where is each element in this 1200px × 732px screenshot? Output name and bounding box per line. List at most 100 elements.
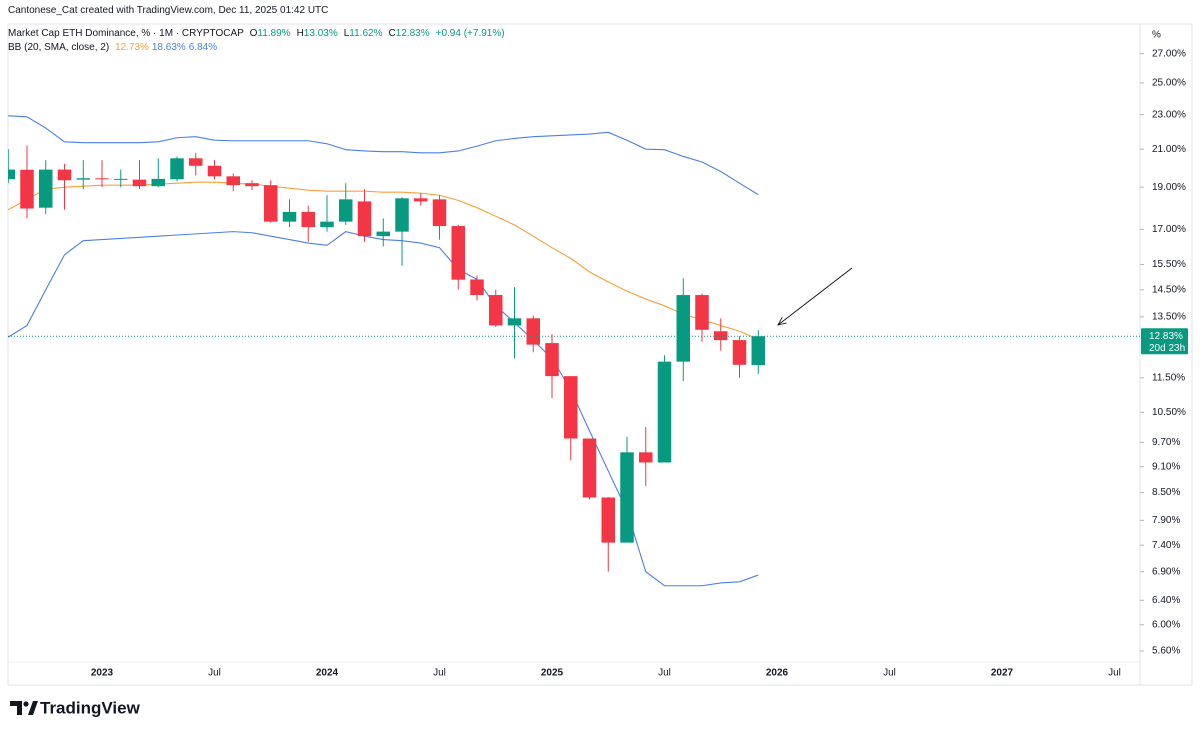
candle-body	[132, 179, 147, 187]
candle-body	[601, 497, 615, 543]
candle-body	[264, 185, 278, 222]
candle-body	[320, 221, 334, 228]
credit: Cantonese_Cat created with TradingView.c…	[8, 5, 331, 16]
candle-body	[526, 318, 540, 345]
y-tick-label: 7.40%	[1152, 540, 1180, 551]
ohlc-item: C12.83%	[388, 28, 432, 39]
axes: 27.00% 25.00% 23.00% 21.00% 19.00% 17.00% 15.5…	[91, 48, 1188, 679]
x-tick-label: 2027	[991, 668, 1014, 679]
band-lower	[8, 231, 759, 587]
candle-body	[545, 343, 559, 377]
candle-body	[39, 169, 53, 208]
candle-body	[245, 183, 259, 187]
x-tick-label: 2023	[91, 668, 114, 679]
candle-body	[376, 231, 390, 237]
y-tick-label: 9.10%	[1152, 461, 1180, 472]
candle-body	[151, 178, 165, 187]
candle-body	[282, 211, 297, 222]
candle-body	[564, 376, 578, 439]
ohlc-item: H13.03%	[297, 28, 341, 39]
y-tick-label: 14.50%	[1152, 284, 1186, 295]
candle-body	[8, 169, 15, 180]
x-tick-label: Jul	[433, 668, 446, 679]
y-tick-label: 9.70%	[1152, 437, 1180, 448]
candle-body	[676, 295, 690, 362]
candle-body	[395, 198, 409, 232]
candle-body	[451, 226, 465, 280]
y-tick-label: 15.50%	[1152, 259, 1186, 270]
brand-name: TradingView	[40, 698, 141, 717]
candle-body	[432, 199, 447, 227]
ohlc-key: L	[343, 28, 350, 39]
indicator: BB (20, SMA, close, 2)	[8, 42, 110, 53]
band-basis	[8, 181, 759, 340]
y-tick-label: 13.50%	[1152, 312, 1186, 323]
y-tick-label: 23.00%	[1152, 109, 1186, 120]
band-upper	[8, 115, 759, 196]
candle-body	[489, 295, 503, 326]
candle-body	[339, 199, 353, 222]
x-tick-label: Jul	[883, 668, 896, 679]
y-unit: %	[1152, 30, 1161, 41]
candle-body	[507, 318, 522, 326]
brand-logo	[10, 701, 38, 715]
ohlc-item: L11.62%	[344, 28, 386, 39]
candle-body	[189, 158, 203, 166]
candle-body	[639, 452, 653, 463]
x-tick-label: 2024	[316, 668, 339, 679]
candle-body	[714, 331, 728, 341]
x-tick-label: 2026	[766, 668, 789, 679]
ohlc-value: 12.83%	[395, 28, 430, 39]
last-price-box	[1141, 328, 1188, 355]
ohlc-key: C	[388, 28, 396, 39]
candle-body	[301, 211, 315, 228]
candle-body	[95, 178, 109, 180]
candle-body	[695, 295, 709, 330]
x-tick-label: Jul	[658, 668, 671, 679]
y-tick-label: 19.00%	[1152, 182, 1186, 193]
candle-body	[170, 158, 184, 180]
candle-body	[226, 176, 240, 186]
ohlc-value: 11.89%	[257, 28, 291, 39]
candle-body	[657, 361, 672, 463]
ohlc-item: O11.89%	[250, 28, 294, 39]
annotation-arrow	[778, 267, 853, 325]
y-tick-label: 6.40%	[1152, 595, 1180, 606]
indicator-legend: BB (20, SMA, close, 2) 12.73% 18.63% 6.84%	[8, 42, 220, 53]
y-tick-label: 7.90%	[1152, 515, 1180, 526]
last-price-label: 12.83%	[1149, 331, 1183, 342]
candle-body	[57, 169, 72, 181]
candle-body	[414, 198, 428, 202]
indicator-value: 6.84%	[188, 42, 218, 53]
candle-body	[207, 165, 222, 177]
y-tick-label: 6.90%	[1152, 566, 1180, 577]
candle-body	[20, 169, 34, 209]
y-tick-label: 11.50%	[1152, 372, 1185, 383]
chart-frame	[7, 23, 1193, 686]
ohlc-value: 11.62%	[349, 28, 383, 39]
y-tick-label: 10.50%	[1152, 407, 1186, 418]
y-tick-label: 5.60%	[1152, 646, 1180, 657]
ohlc-key: O	[249, 28, 258, 39]
x-tick-label: 2025	[541, 668, 564, 679]
candle-body	[76, 178, 90, 180]
symbol-legend: Market Cap ETH Dominance, % · 1M · CRYPT…	[8, 28, 508, 39]
candle-body	[357, 201, 372, 237]
y-tick-label: 17.00%	[1152, 224, 1186, 235]
y-tick-label: 27.00%	[1152, 48, 1186, 59]
y-tick-label: 25.00%	[1152, 78, 1186, 89]
ohlc-value: 13.03%	[303, 28, 338, 39]
candle-body	[732, 340, 747, 365]
candle-body	[620, 452, 634, 543]
candle-body	[582, 438, 597, 498]
countdown-label: 20d 23h	[1149, 343, 1185, 354]
candle-body	[114, 178, 128, 180]
credit-text: Cantonese_Cat created with TradingView.c…	[8, 5, 329, 16]
indicator-value: 12.73%	[114, 42, 149, 53]
candle-body	[751, 336, 765, 366]
change: +0.94 (+7.91%)	[435, 28, 505, 39]
x-tick-label: Jul	[1108, 668, 1121, 679]
y-tick-label: 8.50%	[1152, 487, 1180, 498]
